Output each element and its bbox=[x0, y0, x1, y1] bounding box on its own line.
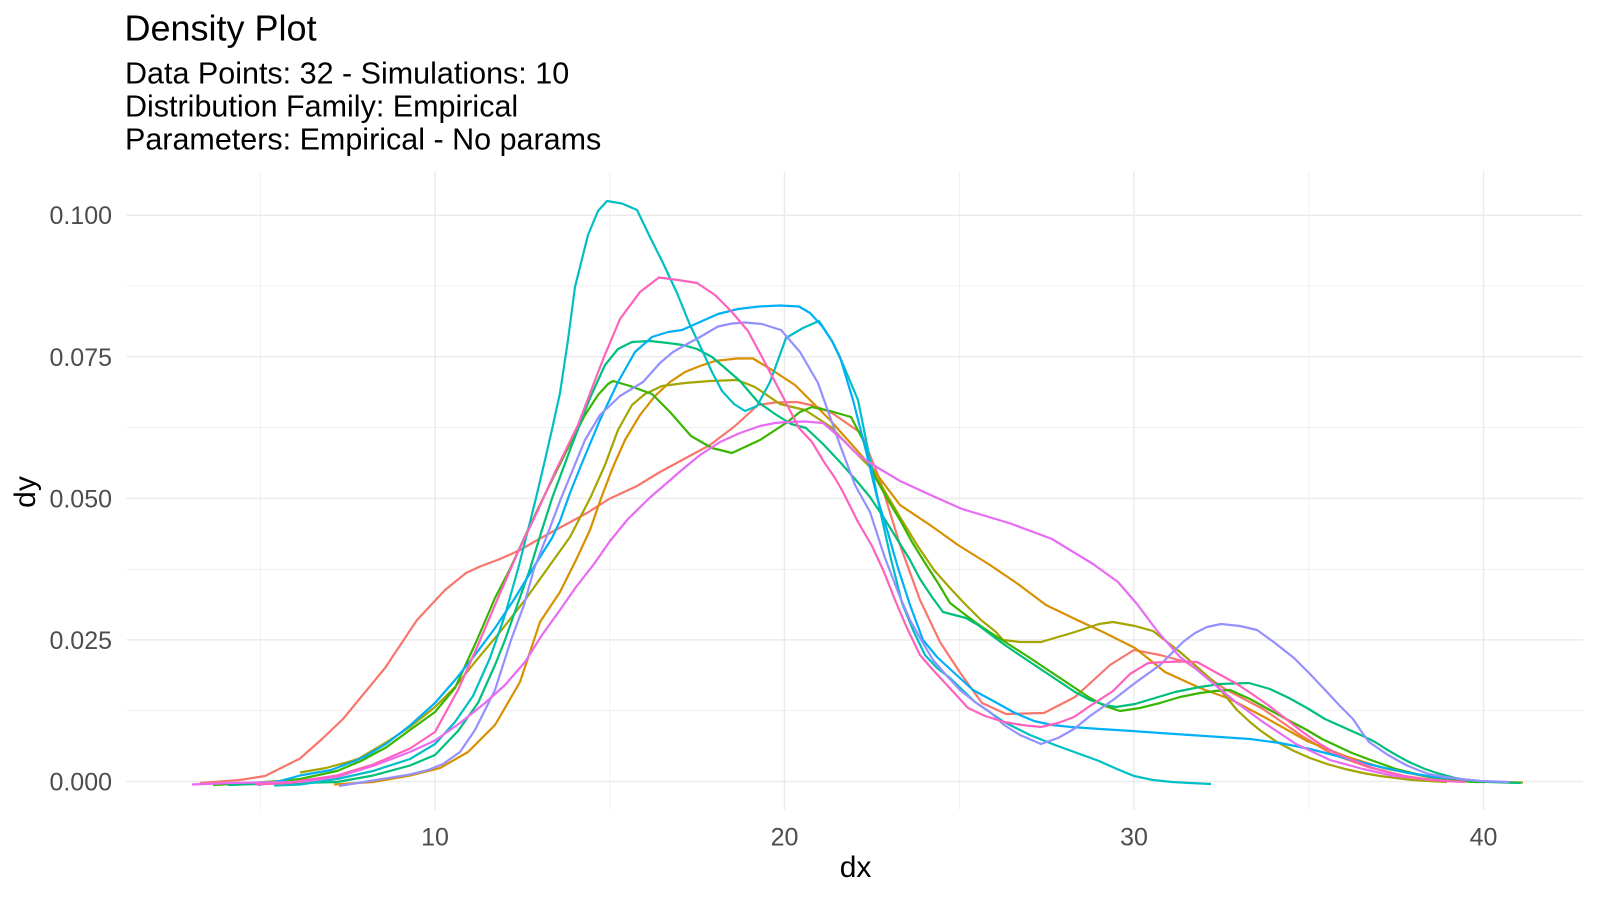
svg-text:30: 30 bbox=[1120, 824, 1148, 852]
svg-text:40: 40 bbox=[1470, 824, 1498, 852]
svg-text:0.000: 0.000 bbox=[49, 769, 112, 797]
svg-text:dy: dy bbox=[9, 476, 42, 508]
svg-text:0.100: 0.100 bbox=[49, 202, 112, 230]
svg-text:Parameters: Empirical - No par: Parameters: Empirical - No params bbox=[125, 122, 601, 156]
svg-text:20: 20 bbox=[771, 824, 799, 852]
svg-text:Density Plot: Density Plot bbox=[125, 8, 317, 49]
svg-text:10: 10 bbox=[421, 824, 449, 852]
svg-text:dx: dx bbox=[840, 851, 872, 884]
svg-text:0.075: 0.075 bbox=[49, 344, 112, 372]
svg-text:0.050: 0.050 bbox=[49, 485, 112, 513]
svg-text:Distribution Family: Empirical: Distribution Family: Empirical bbox=[125, 89, 518, 123]
svg-text:Data Points: 32 - Simulations:: Data Points: 32 - Simulations: 10 bbox=[125, 56, 569, 90]
svg-text:0.025: 0.025 bbox=[49, 627, 112, 655]
